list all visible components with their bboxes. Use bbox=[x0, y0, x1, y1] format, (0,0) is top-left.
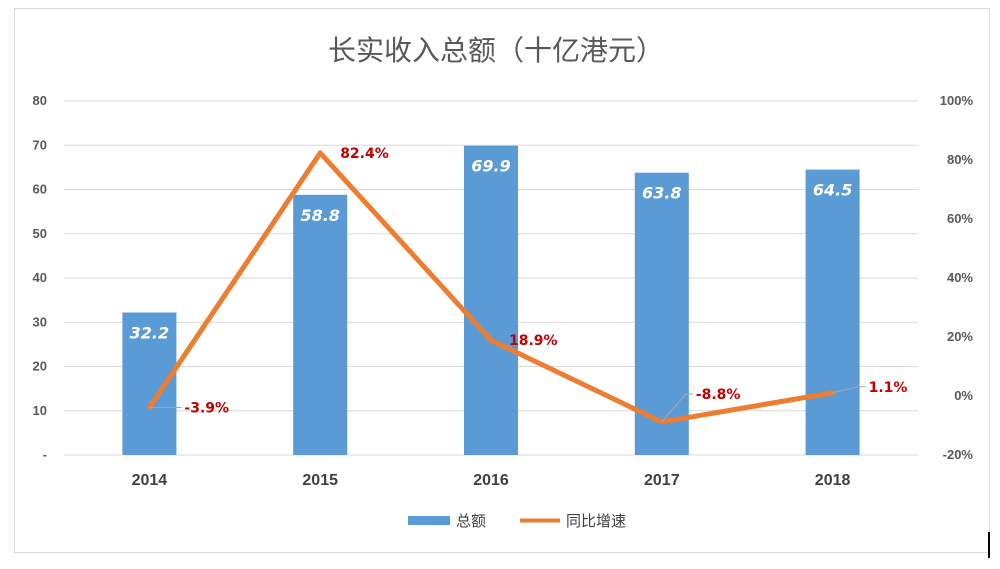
chart-title: 长实收入总额（十亿港元） bbox=[328, 34, 664, 67]
label-leader-line bbox=[832, 386, 866, 394]
bar-data-label: 63.8 bbox=[642, 184, 681, 203]
legend-label-bar: 总额 bbox=[456, 512, 486, 530]
x-tick-label: 2014 bbox=[132, 472, 168, 489]
bar bbox=[464, 145, 518, 455]
line-data-label: 82.4% bbox=[340, 146, 389, 162]
legend-swatch-bar bbox=[408, 516, 450, 525]
y-right-tick-label: -20% bbox=[943, 447, 974, 462]
line-data-label: -3.9% bbox=[184, 401, 229, 417]
text-cursor bbox=[988, 532, 990, 558]
bar-data-label: 32.2 bbox=[130, 324, 169, 343]
x-tick-label: 2016 bbox=[473, 472, 509, 489]
bar bbox=[634, 172, 689, 455]
data-labels: 32.2 58.8 69.9 63.8 64.5 -3.9% 82.4% 18.9% -8.8%… bbox=[130, 146, 908, 423]
legend: 总额 同比增速 bbox=[408, 512, 626, 530]
bar-data-label: 58.8 bbox=[300, 206, 339, 225]
line-data-label: 1.1% bbox=[869, 380, 908, 396]
y-left-tick-label: 10 bbox=[33, 403, 47, 418]
y-right-tick-label: 80% bbox=[947, 152, 973, 167]
y-right-tick-label: 100% bbox=[940, 93, 974, 108]
y-right-tick-label: 20% bbox=[947, 329, 973, 344]
y-left-tick-label: 80 bbox=[33, 93, 47, 108]
bar bbox=[293, 194, 348, 455]
y-left-tick-label: - bbox=[43, 447, 47, 462]
y-left-tick-label: 50 bbox=[33, 226, 47, 241]
x-tick-label: 2017 bbox=[644, 472, 680, 489]
x-tick-label: 2015 bbox=[302, 472, 338, 489]
line-data-label: -8.8% bbox=[696, 387, 741, 403]
line-data-label: 18.9% bbox=[509, 333, 558, 349]
x-tick-label: 2018 bbox=[815, 472, 851, 489]
bar-data-label: 69.9 bbox=[471, 157, 510, 176]
y-right-tick-label: 0% bbox=[954, 388, 973, 403]
legend-label-line: 同比增速 bbox=[566, 512, 626, 530]
y-left-tick-label: 60 bbox=[33, 182, 47, 197]
y-right-tick-label: 60% bbox=[947, 211, 973, 226]
line-point bbox=[317, 150, 323, 156]
label-leader-line bbox=[661, 393, 693, 423]
y-left-tick-label: 20 bbox=[33, 359, 47, 374]
y-left-tick-label: 70 bbox=[33, 137, 47, 152]
line-point bbox=[488, 337, 494, 343]
axes: - 10 20 30 40 50 60 70 80 -20% 0% 20% 40% 60% 80% 100% 2… bbox=[33, 93, 974, 489]
y-left-tick-label: 30 bbox=[33, 314, 47, 329]
bar bbox=[805, 169, 860, 455]
bar-data-label: 64.5 bbox=[813, 181, 852, 200]
y-right-tick-label: 40% bbox=[947, 270, 973, 285]
y-left-tick-label: 40 bbox=[33, 270, 47, 285]
bar-series bbox=[122, 145, 860, 455]
